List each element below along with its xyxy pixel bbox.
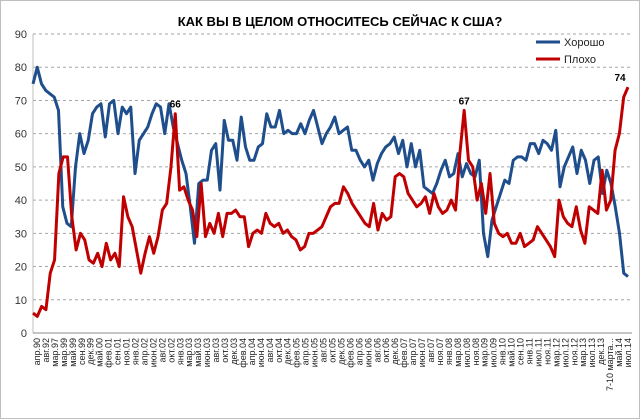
x-tick-label: май.10	[507, 338, 517, 367]
x-tick-label: мар.09	[480, 338, 490, 367]
x-tick-label: окт.05	[328, 338, 338, 363]
x-tick-label: июн.02	[148, 338, 158, 367]
x-tick-label: окт.04	[274, 338, 284, 363]
x-tick-label: фев.04	[238, 338, 248, 368]
x-tick-label: дек.03	[229, 338, 239, 365]
x-tick-label: окт.02	[166, 338, 176, 363]
x-tick-label: ноя.07	[435, 338, 445, 365]
x-tick-label: дек.13	[596, 338, 606, 365]
x-tick-label: июл.09	[489, 338, 499, 367]
x-tick-label: дек.99	[86, 338, 96, 365]
data-label: 66	[170, 100, 182, 111]
y-tick-label: 30	[15, 228, 27, 240]
x-tick-label: фев.06	[345, 338, 355, 368]
y-tick-label: 10	[15, 295, 27, 307]
x-tick-label: авг.07	[426, 338, 436, 362]
x-tick-label: июл.14	[623, 338, 633, 367]
x-tick-label: июл.13	[587, 338, 597, 367]
x-tick-label: дек.04	[283, 338, 293, 365]
x-tick-label: мар.13	[578, 338, 588, 367]
x-tick-label: дек.05	[336, 338, 346, 365]
y-tick-label: 40	[15, 195, 27, 207]
data-label: 67	[459, 96, 471, 107]
x-tick-label: апр.90	[32, 338, 42, 365]
x-tick-label: июл.08	[462, 338, 472, 367]
x-tick-label: янв.03	[175, 338, 185, 365]
x-tick-label: июн.05	[310, 338, 320, 367]
x-tick-label: июн.04	[256, 338, 266, 367]
x-tick-label: май.00	[95, 338, 105, 367]
x-tick-label: фев.07	[399, 338, 409, 368]
x-tick-label: июн.07	[417, 338, 427, 367]
x-tick-label: июн.03	[202, 338, 212, 367]
x-tick-label: окт.03	[220, 338, 230, 363]
x-tick-label: июл.11	[533, 338, 543, 367]
x-tick-label: апр.06	[354, 338, 364, 365]
x-tick-label: авг.03	[211, 338, 221, 362]
legend-label: Хорошо	[564, 37, 605, 49]
x-tick-label: фев.01	[104, 338, 114, 368]
x-tick-label: апр.02	[139, 338, 149, 365]
x-tick-label: мар.99	[59, 338, 69, 367]
x-tick-label: май.03	[193, 338, 203, 367]
x-tick-label: окт.06	[381, 338, 391, 363]
series-line-good	[31, 65, 629, 278]
x-tick-label: ноя.01	[122, 338, 132, 365]
x-tick-label: авг.04	[265, 338, 275, 362]
x-tick-label: мар.08	[453, 338, 463, 367]
x-tick-label: авг.92	[41, 338, 51, 362]
x-tick-label: авг.02	[157, 338, 167, 362]
x-tick-label: июн.06	[363, 338, 373, 367]
x-tick-label: апр.04	[247, 338, 257, 365]
x-tick-label: дек.06	[390, 338, 400, 365]
x-tick-label: авг.05	[319, 338, 329, 362]
x-tick-label: ноя.11	[542, 338, 552, 365]
x-tick-label: ноя.08	[471, 338, 481, 365]
y-tick-label: 20	[15, 262, 27, 274]
y-tick-label: 0	[21, 328, 27, 340]
x-tick-label: янв.08	[444, 338, 454, 365]
x-tick-label: мар.03	[184, 338, 194, 367]
data-label: 74	[614, 73, 626, 84]
x-tick-label: янв.11	[525, 338, 535, 364]
x-tick-label: мар.12	[551, 338, 561, 367]
y-tick-label: 80	[15, 62, 27, 74]
x-tick-label: фев.05	[292, 338, 302, 368]
x-tick-label: июл.12	[560, 338, 570, 367]
y-tick-label: 70	[15, 95, 27, 107]
x-tick-label: апр.05	[301, 338, 311, 365]
x-tick-label: янв.10	[498, 338, 508, 365]
x-tick-label: сен.99	[77, 338, 87, 365]
x-tick-label: ноя.12	[569, 338, 579, 365]
x-tick-label: мар.97	[50, 338, 60, 367]
chart-title: КАК ВЫ В ЦЕЛОМ ОТНОСИТЕСЬ СЕЙЧАС К США?	[178, 14, 503, 29]
x-tick-label: сен.10	[516, 338, 526, 365]
y-tick-label: 50	[15, 162, 27, 174]
y-tick-label: 90	[15, 29, 27, 41]
x-tick-label: 7-10 марта...	[605, 338, 615, 391]
x-tick-label: май.14	[614, 338, 624, 367]
series-line-bad	[32, 86, 630, 318]
x-tick-label: апр.07	[408, 338, 418, 365]
legend-label: Плохо	[564, 54, 596, 66]
x-tick-label: янв.02	[131, 338, 141, 365]
y-tick-label: 60	[15, 129, 27, 141]
x-tick-label: сен.01	[113, 338, 123, 365]
x-tick-label: май.99	[68, 338, 78, 367]
x-tick-label: авг.06	[372, 338, 382, 362]
